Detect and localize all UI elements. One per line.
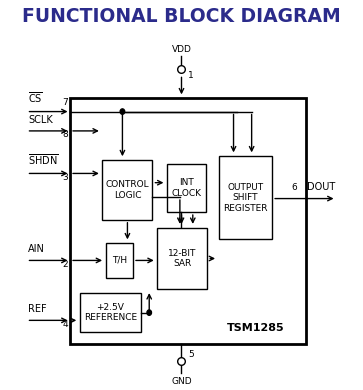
Text: VDD: VDD bbox=[172, 44, 191, 53]
Text: REF: REF bbox=[28, 304, 47, 314]
Text: 12-BIT
SAR: 12-BIT SAR bbox=[168, 249, 196, 268]
Bar bbox=[167, 164, 206, 212]
Text: 3: 3 bbox=[62, 173, 68, 182]
Bar bbox=[70, 98, 306, 344]
Circle shape bbox=[147, 310, 151, 316]
Bar bbox=[157, 228, 207, 289]
Text: 6: 6 bbox=[291, 183, 297, 192]
Text: 1: 1 bbox=[188, 71, 194, 80]
Text: T/H: T/H bbox=[112, 256, 127, 265]
Text: $\overline{\mathrm{CS}}$: $\overline{\mathrm{CS}}$ bbox=[28, 90, 43, 105]
Text: TSM1285: TSM1285 bbox=[227, 323, 285, 333]
Bar bbox=[106, 243, 133, 278]
Text: 2: 2 bbox=[62, 260, 68, 269]
Text: 7: 7 bbox=[62, 98, 68, 107]
Text: GND: GND bbox=[171, 377, 192, 386]
Text: +2.5V
REFERENCE: +2.5V REFERENCE bbox=[84, 303, 137, 322]
Text: INT
CLOCK: INT CLOCK bbox=[171, 178, 201, 198]
Text: 4: 4 bbox=[62, 320, 68, 329]
Text: 8: 8 bbox=[62, 130, 68, 139]
Text: CONTROL
LOGIC: CONTROL LOGIC bbox=[106, 180, 149, 200]
Text: $\overline{\mathrm{SHDN}}$: $\overline{\mathrm{SHDN}}$ bbox=[28, 152, 58, 167]
Bar bbox=[80, 293, 141, 332]
Text: 5: 5 bbox=[188, 350, 194, 359]
Text: DOUT: DOUT bbox=[307, 183, 336, 192]
Text: AIN: AIN bbox=[28, 244, 45, 254]
Text: OUTPUT
SHIFT
REGISTER: OUTPUT SHIFT REGISTER bbox=[223, 183, 268, 213]
Bar bbox=[219, 156, 272, 239]
Text: FUNCTIONAL BLOCK DIAGRAM: FUNCTIONAL BLOCK DIAGRAM bbox=[22, 7, 341, 26]
Text: SCLK: SCLK bbox=[28, 115, 53, 125]
Bar bbox=[102, 160, 152, 220]
Circle shape bbox=[120, 109, 125, 114]
